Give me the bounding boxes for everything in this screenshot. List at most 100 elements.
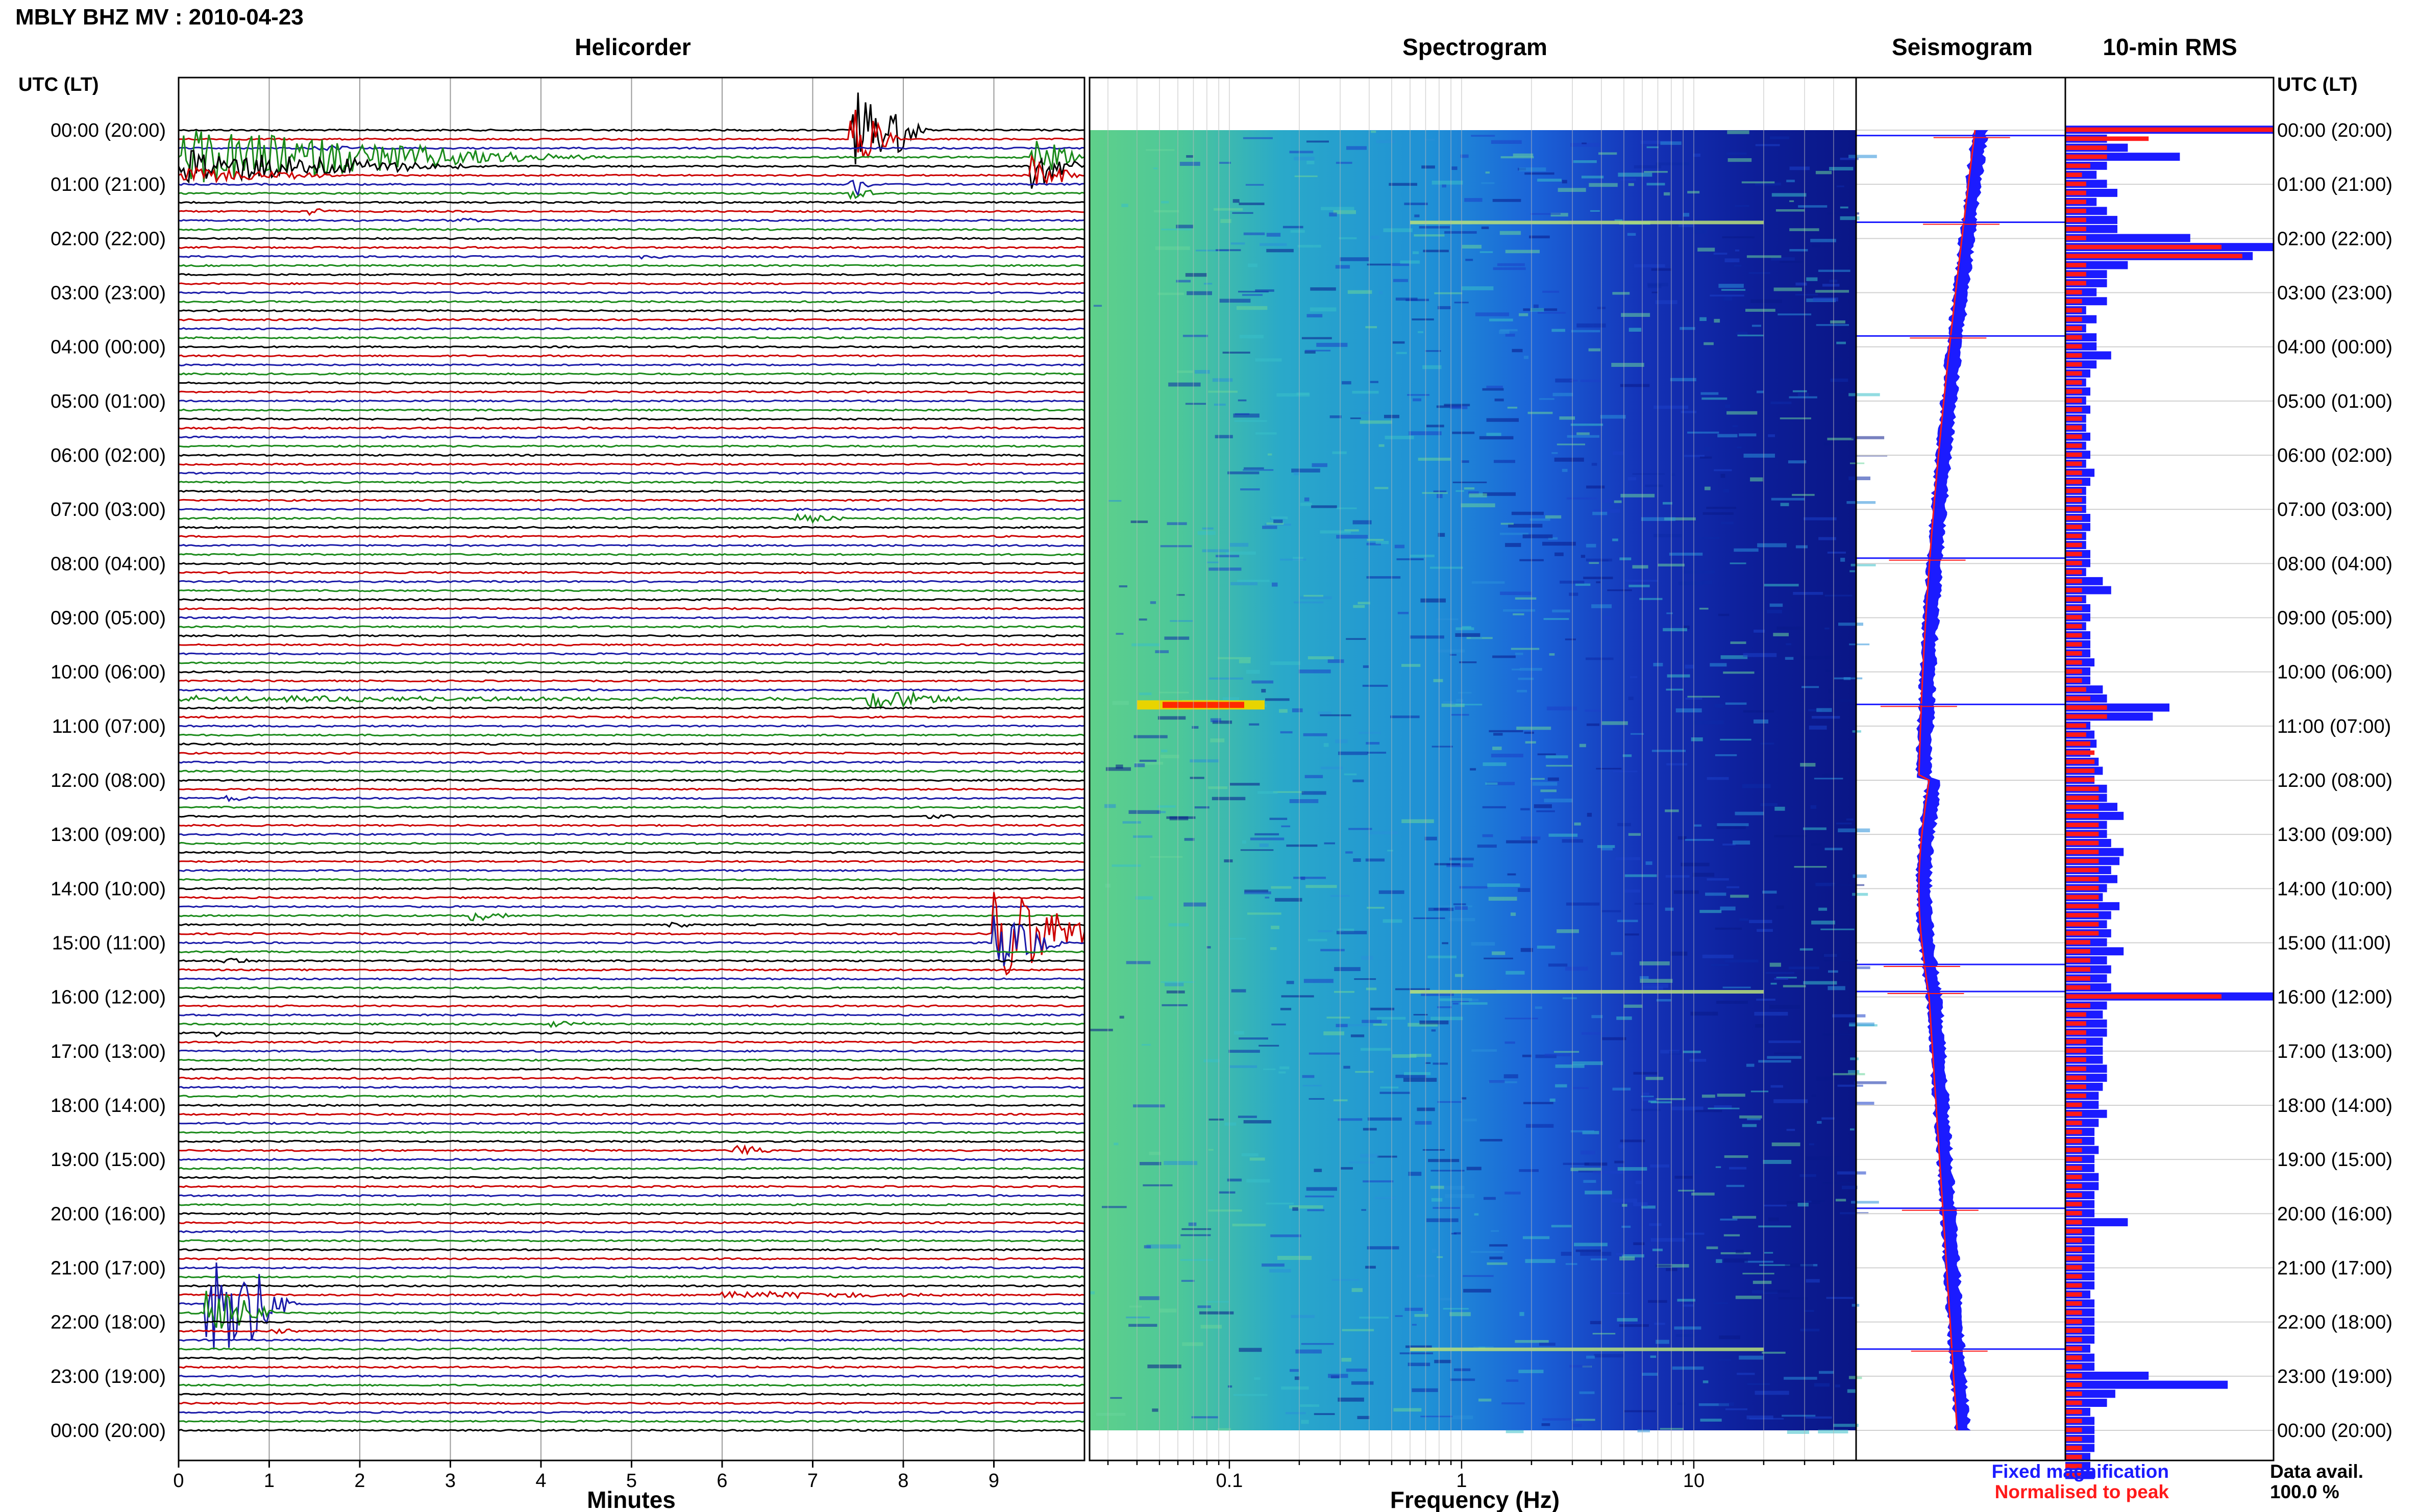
spectrogram-cell <box>1209 677 1244 680</box>
spectrogram-cell <box>1346 146 1367 150</box>
spectrogram-cell <box>1710 294 1744 297</box>
spectrogram-cell <box>1375 541 1389 544</box>
spectrogram-cell <box>1770 982 1777 985</box>
spectrogram-cell <box>1716 1001 1748 1004</box>
spectrogram-cell <box>1357 1416 1370 1419</box>
spectrogram-cell <box>1359 732 1381 734</box>
spectrogram-cell <box>1706 507 1736 509</box>
spectrogram-cell <box>1582 1131 1599 1134</box>
spectrogram-cell <box>1294 157 1315 161</box>
spectrogram-cell <box>1437 1256 1443 1258</box>
hour-label: 07:00 (03:00) <box>2277 499 2392 520</box>
spectrogram-cell <box>1765 972 1794 974</box>
spectrogram-cell <box>1249 723 1260 726</box>
spectrogram-cell <box>1520 808 1530 811</box>
rms-panel <box>2064 77 2275 1479</box>
rms-bar-normalised <box>2065 1094 2086 1098</box>
spectrogram-cell <box>1438 533 1445 537</box>
spectrogram-cell <box>1768 434 1775 437</box>
spectrogram-cell <box>1746 1063 1755 1067</box>
spectrogram-cell <box>1164 636 1190 640</box>
rms-bar-normalised <box>2065 597 2082 602</box>
rms-bar-normalised <box>2065 1003 2090 1008</box>
spectrogram-cell <box>1720 522 1734 525</box>
spectrogram-cell <box>1840 1212 1869 1214</box>
spectrogram-cell <box>1734 265 1742 267</box>
spectrogram-cell <box>1463 1275 1494 1277</box>
spectrogram-cell <box>1237 306 1268 310</box>
helicorder-trace <box>178 1266 1085 1270</box>
spectrogram-cell <box>1418 331 1423 333</box>
spectrogram-cell <box>1812 716 1840 719</box>
spectrogram-cell <box>1522 1054 1532 1057</box>
helicorder-trace <box>178 1139 1085 1144</box>
rms-bar-normalised <box>2065 1084 2086 1089</box>
helicorder-trace <box>178 408 1085 412</box>
spectrogram-cell <box>1300 1404 1319 1407</box>
spectrogram-cell <box>1792 390 1807 392</box>
spectrogram-cell <box>1780 417 1811 419</box>
spectrogram-cell <box>1789 200 1794 202</box>
helicorder-trace <box>178 892 1085 976</box>
rms-bar-normalised <box>2065 777 2095 782</box>
spectrogram-cell <box>1769 962 1781 967</box>
spectrogram-cell <box>1244 467 1264 469</box>
spectrogram-cell <box>1181 1228 1212 1230</box>
spectrogram-cell <box>1405 299 1429 302</box>
spectrogram-cell <box>1371 130 1376 133</box>
x-tick-label: 0 <box>173 1470 184 1492</box>
spectrogram-cell <box>1771 498 1805 501</box>
spectrogram-cell <box>1422 1149 1445 1151</box>
spectrogram-cell <box>1774 978 1788 980</box>
time-axis-label-left: UTC (LT) <box>18 74 99 95</box>
spectrogram-cell <box>1338 1118 1363 1121</box>
spectrogram-cell <box>1551 329 1565 332</box>
rms-bar-normalised <box>2065 263 2086 267</box>
rms-bar-normalised <box>2065 1427 2082 1432</box>
helicorder-trace <box>178 535 1085 538</box>
spectrogram-cell <box>1484 957 1513 959</box>
spectrogram-cell <box>1768 1040 1801 1044</box>
spectrogram-cell <box>1456 699 1464 703</box>
spectrogram-cell <box>1511 511 1544 515</box>
spectrogram-cell <box>1524 731 1534 734</box>
spectrogram-cell <box>1590 1258 1607 1260</box>
spectrogram-cell <box>1537 179 1562 182</box>
spectrogram-cell <box>1850 1128 1855 1131</box>
rms-bar-normalised <box>2065 1238 2082 1243</box>
spectrogram-cell <box>1425 350 1441 352</box>
spectrogram-cell <box>1754 629 1765 633</box>
spectrogram-cell <box>1090 1291 1095 1295</box>
spectrogram-cell <box>1360 1048 1391 1051</box>
spectrogram-cell <box>1685 1232 1705 1235</box>
helicorder-trace <box>178 905 1085 908</box>
spectrogram-cell <box>1739 1115 1762 1119</box>
helicorder-trace <box>178 1203 1085 1206</box>
hour-label: 17:00 (13:00) <box>51 1041 166 1062</box>
spectrogram-cell <box>1323 1031 1344 1035</box>
spectrogram-cell <box>1850 563 1876 566</box>
spectrogram-cell <box>1440 1298 1451 1301</box>
helicorder-trace <box>178 1320 1085 1324</box>
spectrogram-cell <box>1144 1245 1151 1249</box>
rms-bar-normalised <box>2065 1328 2082 1333</box>
spectrogram-cell <box>1713 253 1727 255</box>
spectrogram-cell <box>1746 1415 1773 1420</box>
spectrogram-cell <box>1774 1052 1799 1055</box>
spectrogram-cell <box>1464 198 1483 202</box>
helicorder-trace <box>178 1112 1085 1116</box>
spectrogram-cell <box>1856 1102 1874 1105</box>
spectrogram-cell <box>1367 907 1385 909</box>
helicorder-trace <box>178 179 1085 198</box>
spectrogram-cell <box>1758 1225 1791 1228</box>
spectrogram-cell <box>1705 486 1711 490</box>
spectrogram-cell <box>1518 888 1531 892</box>
spectrogram-cell <box>1581 555 1586 558</box>
spectrogram-cell <box>1511 648 1540 650</box>
spectrogram-cell <box>1601 721 1628 725</box>
helicorder-trace <box>178 381 1085 385</box>
spectrogram-cell <box>1830 320 1845 324</box>
spectrogram-cell <box>1512 668 1520 671</box>
spectrogram-cell <box>1512 349 1523 353</box>
spectrogram-cell <box>1373 1023 1388 1026</box>
